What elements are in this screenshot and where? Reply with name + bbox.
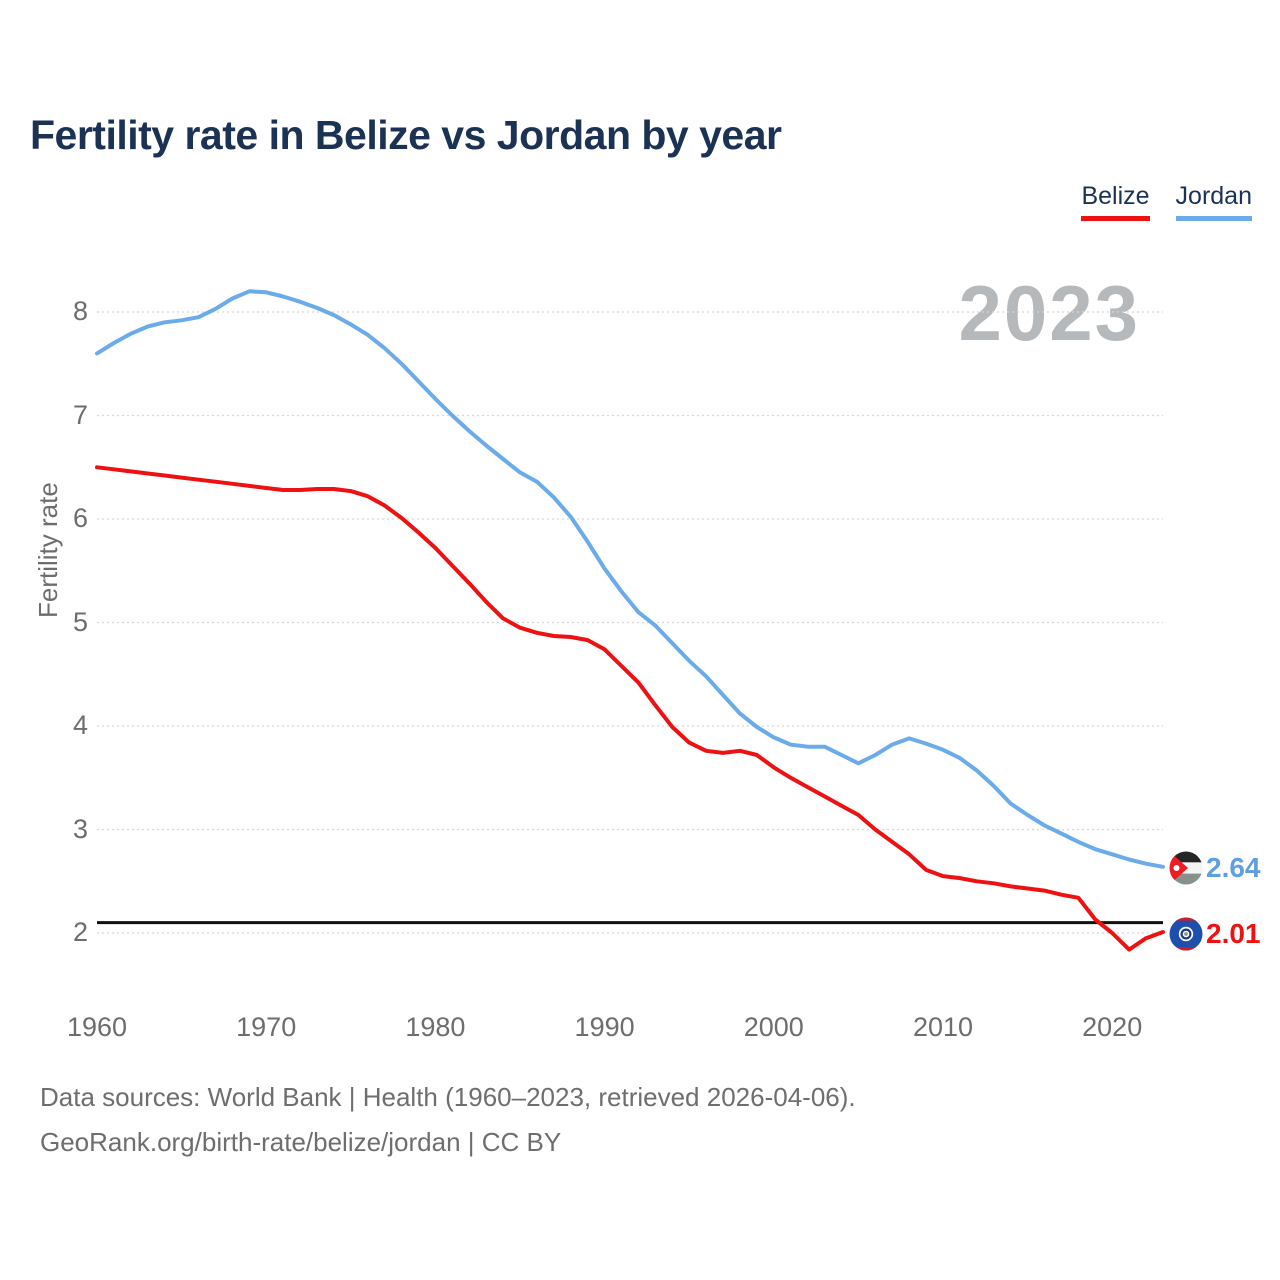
xtick-1990: 1990 <box>574 1012 635 1042</box>
ytick-4: 4 <box>72 710 88 740</box>
belize-end-value: 2.01 <box>1206 918 1261 949</box>
footer-sources: Data sources: World Bank | Health (1960–… <box>40 1082 856 1112</box>
ytick-6: 6 <box>72 503 88 533</box>
page-title: Fertility rate in Belize vs Jordan by ye… <box>30 112 782 158</box>
legend-item-belize: Belize <box>1081 182 1150 221</box>
belize-flag-icon <box>1169 917 1203 951</box>
xtick-1970: 1970 <box>236 1012 297 1042</box>
ytick-7: 7 <box>72 399 88 430</box>
chart-line-belize <box>95 465 1165 952</box>
xtick-1980: 1980 <box>405 1012 466 1042</box>
footer-attribution: GeoRank.org/birth-rate/belize/jordan | C… <box>40 1127 562 1157</box>
watermark-year: 2023 <box>958 269 1140 357</box>
xtick-2010: 2010 <box>912 1012 974 1042</box>
jordan-end-value: 2.64 <box>1206 852 1261 883</box>
ytick-2: 2 <box>72 917 88 947</box>
jordan-flag-icon <box>1169 851 1203 885</box>
xtick-1960: 1960 <box>66 1012 128 1042</box>
xtick-2020: 2020 <box>1082 1012 1143 1042</box>
ytick-3: 3 <box>72 813 88 844</box>
xtick-2000: 2000 <box>743 1012 804 1042</box>
chart-line-jordan <box>95 289 1165 869</box>
ytick-8: 8 <box>72 296 88 326</box>
legend-item-jordan: Jordan <box>1175 182 1252 221</box>
legend: Belize Jordan <box>1081 182 1252 221</box>
ytick-5: 5 <box>72 606 88 637</box>
